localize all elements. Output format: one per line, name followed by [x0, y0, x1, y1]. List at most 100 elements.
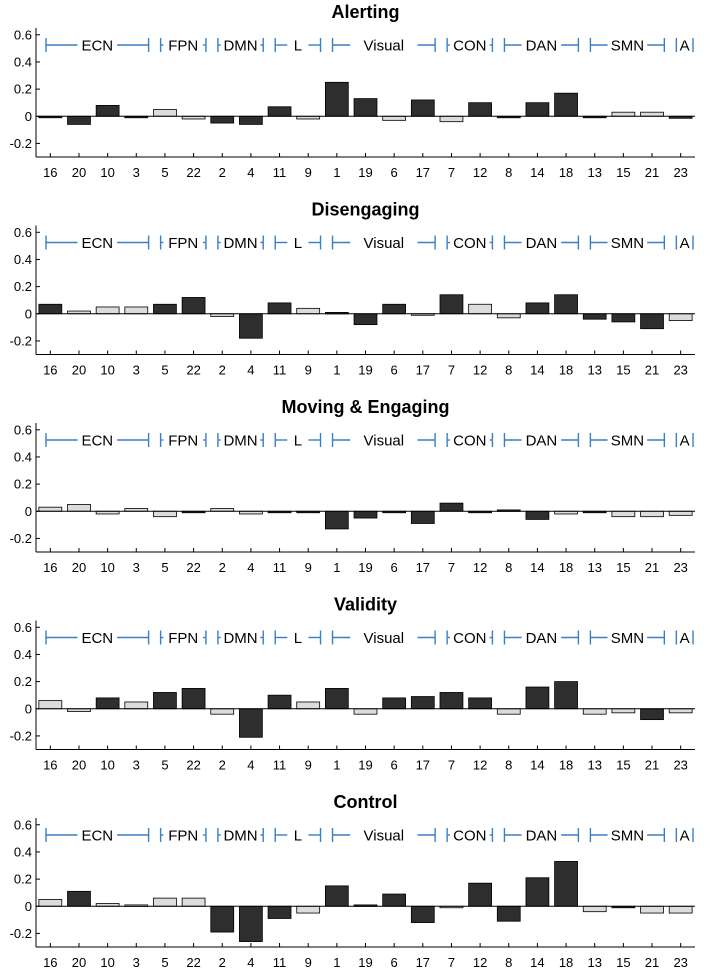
bar-3	[124, 306, 149, 315]
y-tick-label: 0.6	[14, 27, 32, 42]
x-tick-label: 12	[473, 758, 487, 773]
y-tick-label: 0	[25, 701, 32, 716]
x-tick-label: 13	[587, 363, 601, 378]
x-tick-label: 20	[72, 758, 86, 773]
bar-4	[239, 313, 263, 339]
x-tick-label: 12	[473, 165, 487, 180]
network-label-a: A	[680, 433, 690, 450]
bar-10	[95, 306, 120, 315]
bar-14	[525, 102, 550, 117]
network-label-fpn: FPN	[168, 828, 198, 845]
x-tick-label: 14	[530, 363, 544, 378]
bar-6	[382, 697, 407, 710]
x-tick-label: 10	[100, 955, 114, 970]
x-tick-label: 22	[186, 363, 200, 378]
x-tick-label: 17	[416, 758, 430, 773]
x-tick-label: 4	[247, 758, 254, 773]
bar-13	[582, 708, 607, 715]
network-label-visual: Visual	[364, 235, 405, 252]
x-tick-label: 3	[133, 363, 140, 378]
bar-3	[124, 701, 149, 710]
bar-14	[525, 302, 550, 315]
x-tick-label: 8	[505, 758, 512, 773]
bar-15	[611, 510, 636, 518]
x-tick-label: 9	[305, 955, 312, 970]
x-tick-label: 4	[247, 560, 254, 575]
x-tick-label: 15	[616, 363, 630, 378]
x-tick-label: 19	[358, 560, 372, 575]
x-tick-label: 14	[530, 758, 544, 773]
x-tick-label: 21	[645, 955, 659, 970]
x-tick-label: 16	[43, 363, 57, 378]
bar-7	[439, 115, 464, 123]
network-label-fpn: FPN	[168, 235, 198, 252]
network-label-dmn: DMN	[223, 828, 257, 845]
bar-21	[640, 905, 664, 914]
bar-6	[382, 303, 407, 315]
x-tick-label: 23	[673, 560, 687, 575]
chart-title: Control	[334, 792, 398, 812]
x-tick-label: 22	[186, 955, 200, 970]
x-tick-label: 20	[72, 955, 86, 970]
x-tick-label: 11	[273, 560, 287, 575]
x-tick-label: 1	[333, 363, 340, 378]
x-tick-label: 16	[43, 165, 57, 180]
y-tick-label: 0.6	[14, 422, 32, 437]
x-tick-label: 3	[133, 758, 140, 773]
bar-7	[439, 502, 464, 512]
x-tick-label: 21	[645, 560, 659, 575]
bar-1	[324, 885, 349, 907]
bar-11	[267, 302, 292, 315]
y-tick-label: -0.2	[10, 333, 32, 348]
bar-4	[239, 115, 263, 125]
x-tick-label: 5	[161, 363, 168, 378]
bar-9	[296, 701, 321, 710]
bar-23	[668, 510, 693, 516]
x-tick-label: 23	[673, 363, 687, 378]
x-tick-label: 1	[333, 560, 340, 575]
bar-1	[324, 687, 349, 710]
network-label-a: A	[680, 235, 690, 252]
bar-15	[611, 313, 636, 323]
x-tick-label: 20	[72, 560, 86, 575]
x-tick-label: 5	[161, 165, 168, 180]
bar-19	[353, 98, 378, 117]
network-label-fpn: FPN	[168, 433, 198, 450]
x-tick-label: 19	[358, 955, 372, 970]
x-tick-label: 19	[358, 363, 372, 378]
x-tick-label: 2	[219, 758, 226, 773]
x-tick-label: 7	[448, 363, 455, 378]
y-tick-label: 0.4	[14, 54, 32, 69]
y-tick-label: 0.2	[14, 674, 32, 689]
bar-6	[382, 115, 407, 121]
network-label-l: L	[294, 828, 302, 845]
x-tick-label: 13	[587, 955, 601, 970]
network-label-dan: DAN	[526, 235, 558, 252]
bar-14	[525, 877, 550, 907]
x-tick-label: 7	[448, 758, 455, 773]
y-tick-label: -0.2	[10, 531, 32, 546]
y-tick-label: 0.2	[14, 477, 32, 492]
x-tick-label: 18	[559, 955, 573, 970]
x-tick-label: 21	[645, 363, 659, 378]
bar-17	[410, 99, 435, 117]
x-tick-label: 8	[505, 955, 512, 970]
network-label-visual: Visual	[364, 38, 405, 55]
y-tick-label: -0.2	[10, 136, 32, 151]
y-tick-label: 0.4	[14, 647, 32, 662]
network-label-smn: SMN	[611, 433, 644, 450]
x-tick-label: 9	[305, 560, 312, 575]
bar-23	[668, 708, 693, 714]
x-tick-label: 3	[133, 165, 140, 180]
bar-12	[468, 882, 492, 907]
bar-8	[496, 708, 521, 715]
x-tick-label: 13	[587, 560, 601, 575]
x-tick-label: 14	[530, 165, 544, 180]
bar-22	[181, 687, 206, 710]
bar-17	[410, 510, 435, 524]
x-tick-label: 22	[186, 560, 200, 575]
bar-1	[324, 81, 349, 117]
bar-10	[95, 697, 120, 710]
